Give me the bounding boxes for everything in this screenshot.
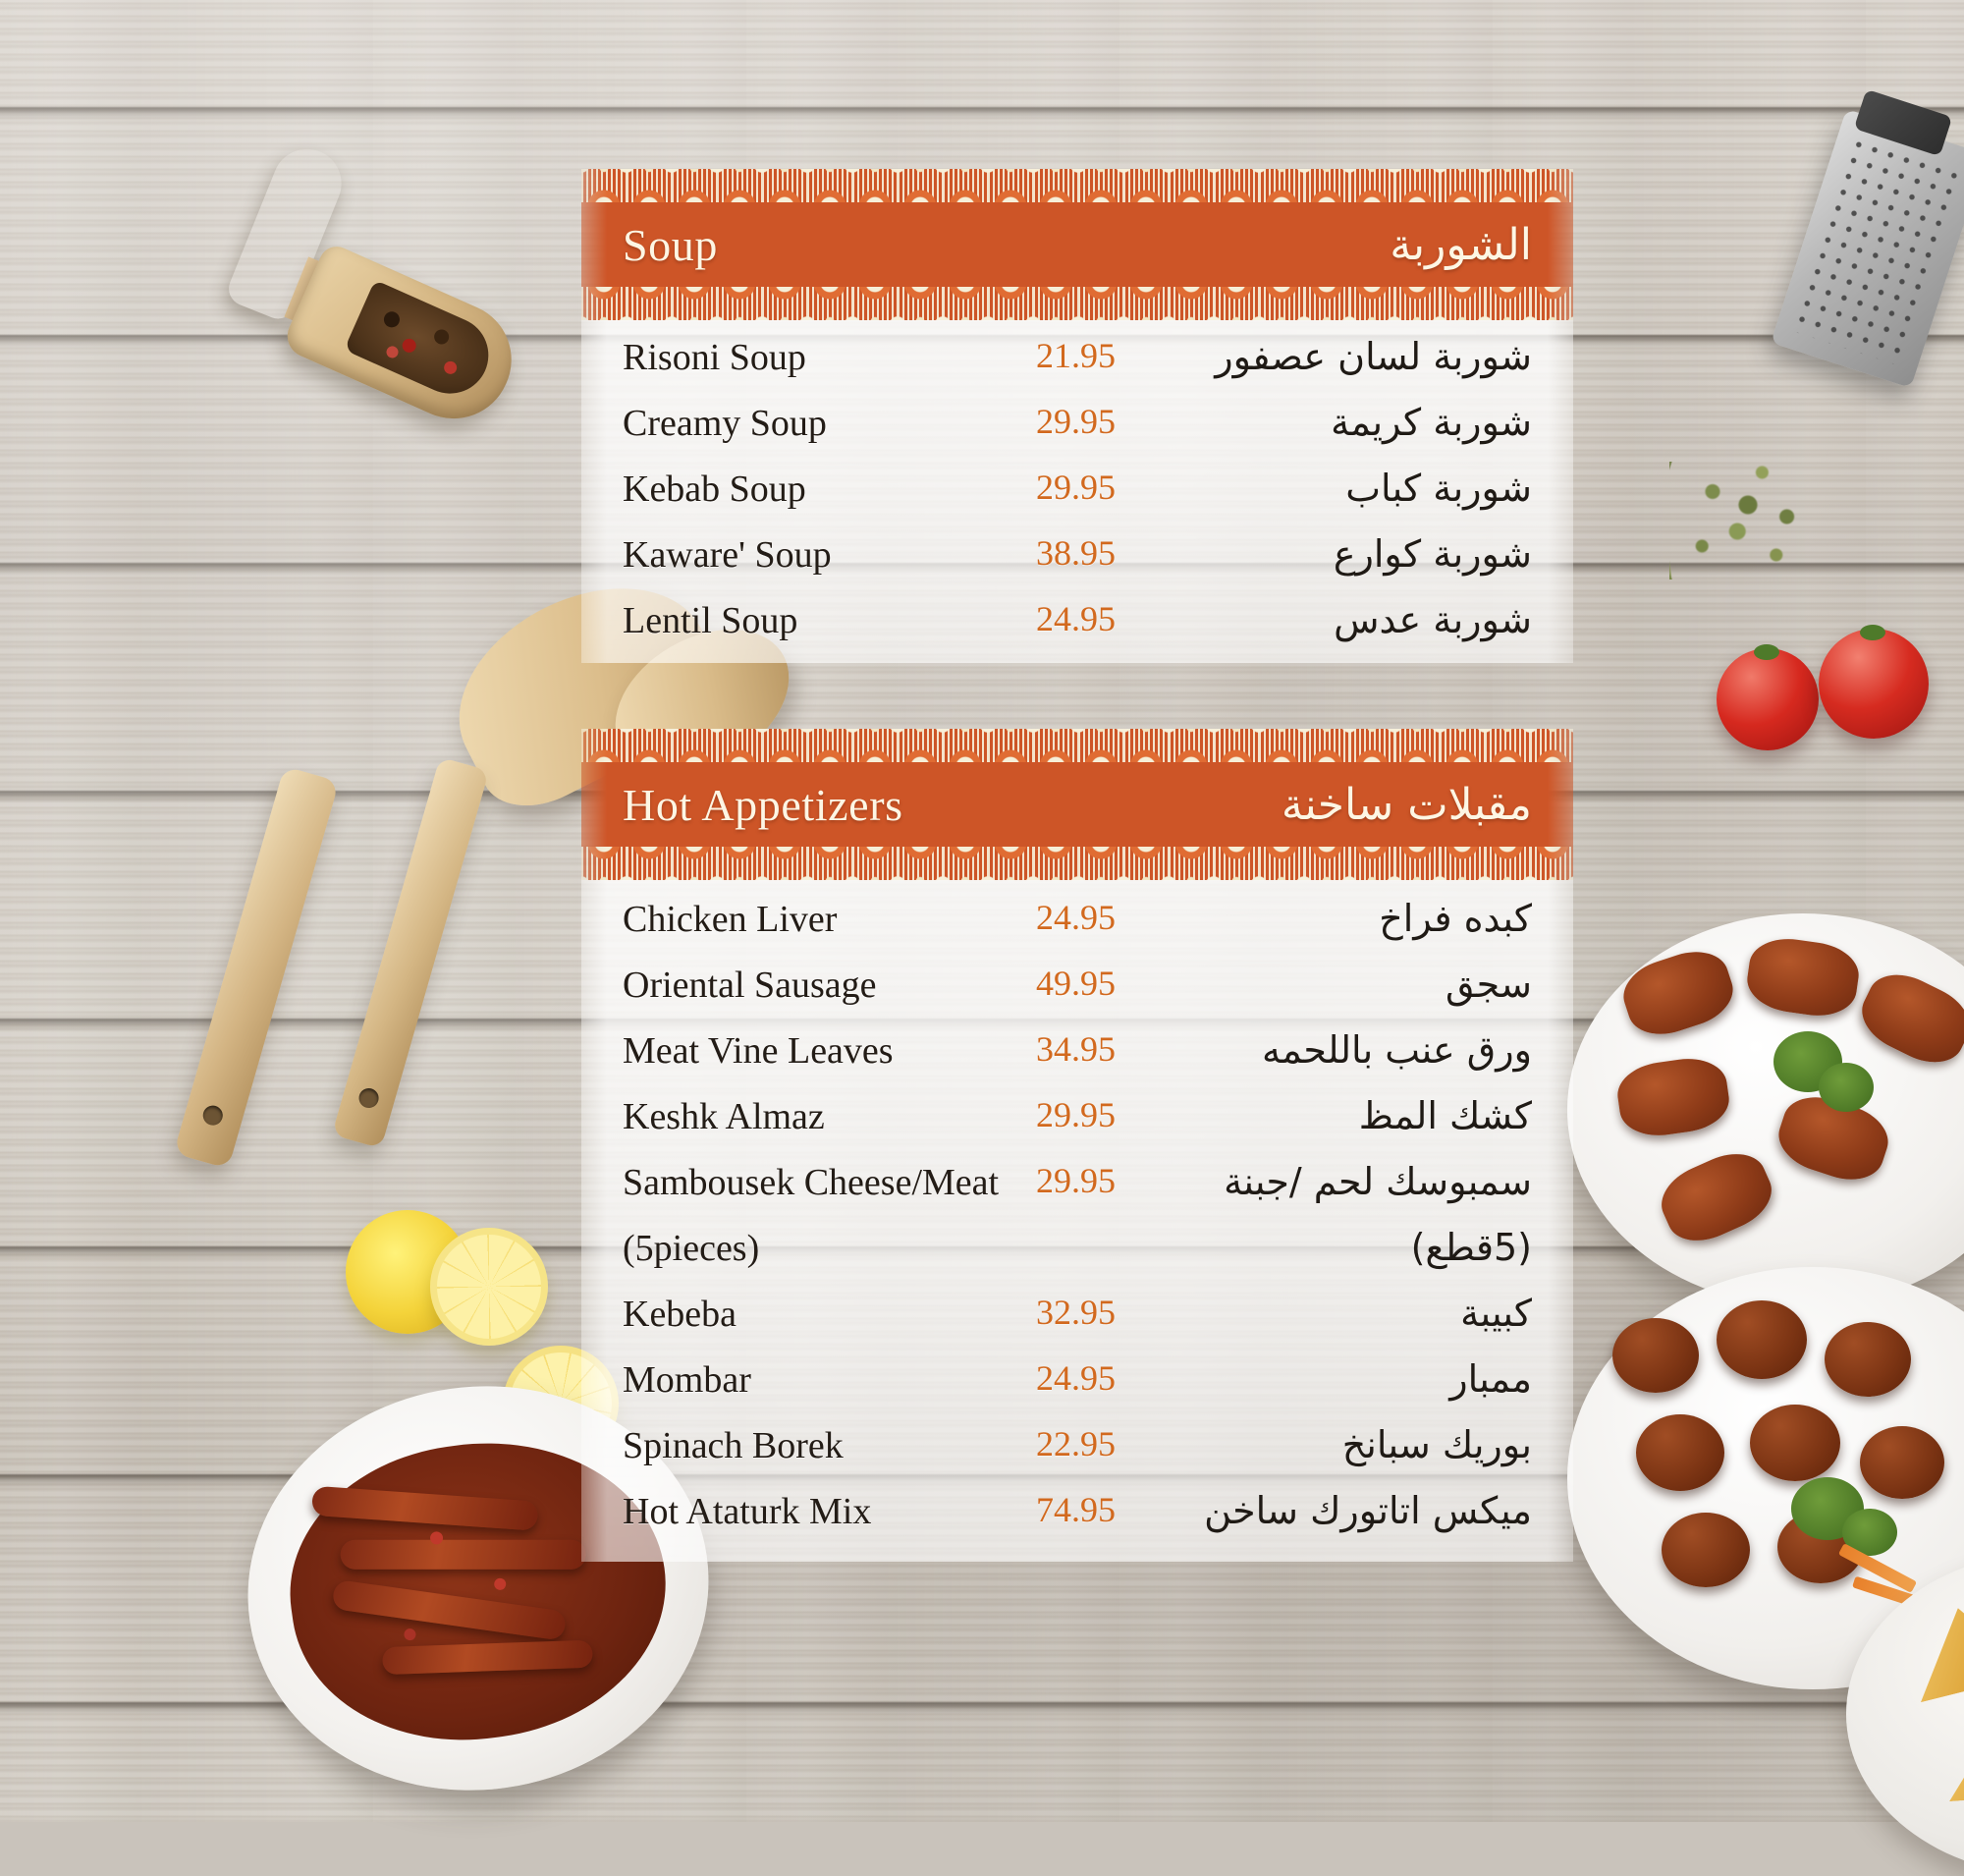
item-price: 32.95 [1036, 1293, 1116, 1332]
item-name-en: Keshk Almaz [623, 1096, 825, 1137]
section-header-soup: Soup الشوربة [581, 202, 1573, 287]
menu-row[interactable]: Risoni Soup 21.95 شوربة لسان عصفور [623, 324, 1532, 390]
ornament-bottom-icon [581, 287, 1573, 320]
item-price: 21.95 [1036, 336, 1116, 375]
item-name-ar: شوربة عدس [1334, 598, 1532, 641]
soup-item-list: Risoni Soup 21.95 شوربة لسان عصفور Cream… [581, 320, 1573, 663]
item-name-ar: كبيبة [1460, 1292, 1532, 1335]
item-name-en: Mombar [623, 1359, 751, 1401]
menu-row[interactable]: Oriental Sausage 49.95 سجق [623, 952, 1532, 1018]
item-name-en: Creamy Soup [623, 403, 827, 444]
menu-row[interactable]: Meat Vine Leaves 34.95 ورق عنب باللحمه [623, 1018, 1532, 1083]
item-name-en: Hot Ataturk Mix [623, 1491, 872, 1532]
item-price: 29.95 [1036, 1095, 1116, 1134]
item-name-en: Kebeba [623, 1294, 737, 1335]
section-header-hot-appetizers: Hot Appetizers مقبلات ساخنة [581, 762, 1573, 847]
item-price: 22.95 [1036, 1424, 1116, 1463]
menu-row[interactable]: Sambousek Cheese/Meat 29.95 سمبوسك لحم /… [623, 1149, 1532, 1215]
section-title-en: Hot Appetizers [623, 779, 903, 830]
menu-row-subnote: (5pieces) (5قطع) [623, 1215, 1532, 1281]
item-price: 74.95 [1036, 1490, 1116, 1529]
item-price: 24.95 [1036, 599, 1116, 638]
item-name-ar: سجق [1445, 963, 1532, 1006]
item-price: 24.95 [1036, 898, 1116, 937]
item-price: 24.95 [1036, 1358, 1116, 1398]
section-title-ar: الشوربة [1390, 219, 1532, 270]
menu-row[interactable]: Chicken Liver 24.95 كبده فراخ [623, 886, 1532, 952]
ornament-top-icon [581, 169, 1573, 202]
ornament-top-icon [581, 729, 1573, 762]
hot-appetizers-items-panel: Chicken Liver 24.95 كبده فراخ Oriental S… [581, 880, 1573, 1562]
item-price: 49.95 [1036, 964, 1116, 1003]
soup-items-panel: Risoni Soup 21.95 شوربة لسان عصفور Cream… [581, 320, 1573, 663]
item-name-en: Spinach Borek [623, 1425, 844, 1466]
item-price: 29.95 [1036, 468, 1116, 507]
ornament-bottom-icon [581, 847, 1573, 880]
item-name-en: Oriental Sausage [623, 965, 877, 1006]
item-name-en: Sambousek Cheese/Meat [623, 1162, 1000, 1203]
item-name-ar: ميكس اتاتورك ساخن [1204, 1489, 1532, 1532]
item-name-en: Kebab Soup [623, 469, 806, 510]
item-name-en: Chicken Liver [623, 899, 838, 940]
item-name-ar: شوربة كوارع [1333, 532, 1532, 576]
section-title-en: Soup [623, 219, 718, 270]
menu-row[interactable]: Kaware' Soup 38.95 شوربة كوارع [623, 522, 1532, 587]
item-name-en: Risoni Soup [623, 337, 806, 378]
item-name-ar: ورق عنب باللحمه [1262, 1028, 1532, 1072]
item-name-en: Kaware' Soup [623, 534, 832, 576]
hot-appetizers-item-list: Chicken Liver 24.95 كبده فراخ Oriental S… [581, 880, 1573, 1562]
menu-section-soup: Soup الشوربة Risoni Soup 21.95 شوربة لسا… [581, 169, 1573, 663]
item-name-ar: (5قطع) [1410, 1226, 1532, 1269]
item-price: 29.95 [1036, 1161, 1116, 1200]
item-name-ar: شوربة لسان عصفور [1215, 335, 1532, 378]
item-name-ar: شوربة كباب [1345, 467, 1532, 510]
menu-section-hot-appetizers: Hot Appetizers مقبلات ساخنة Chicken Live… [581, 729, 1573, 1562]
item-price: 29.95 [1036, 402, 1116, 441]
item-price: 38.95 [1036, 533, 1116, 573]
menu-row[interactable]: Hot Ataturk Mix 74.95 ميكس اتاتورك ساخن [623, 1478, 1532, 1544]
menu-row[interactable]: Creamy Soup 29.95 شوربة كريمة [623, 390, 1532, 456]
menu-row[interactable]: Keshk Almaz 29.95 كشك المظ [623, 1083, 1532, 1149]
item-name-en: Lentil Soup [623, 600, 798, 641]
item-name-ar: بوريك سبانخ [1341, 1423, 1532, 1466]
item-name-ar: كبده فراخ [1379, 897, 1532, 940]
menu-row[interactable]: Kebab Soup 29.95 شوربة كباب [623, 456, 1532, 522]
item-name-en: (5pieces) [623, 1228, 760, 1269]
item-name-en: Meat Vine Leaves [623, 1030, 894, 1072]
menu-row[interactable]: Kebeba 32.95 كبيبة [623, 1281, 1532, 1347]
menu-row[interactable]: Lentil Soup 24.95 شوربة عدس [623, 587, 1532, 653]
item-name-ar: سمبوسك لحم /جبنة [1224, 1160, 1532, 1203]
item-name-ar: كشك المظ [1358, 1094, 1532, 1137]
item-price: 34.95 [1036, 1029, 1116, 1069]
item-name-ar: ممبار [1449, 1357, 1532, 1401]
menu-row[interactable]: Spinach Borek 22.95 بوريك سبانخ [623, 1412, 1532, 1478]
menu-row[interactable]: Mombar 24.95 ممبار [623, 1347, 1532, 1412]
section-title-ar: مقبلات ساخنة [1281, 779, 1532, 830]
item-name-ar: شوربة كريمة [1331, 401, 1532, 444]
